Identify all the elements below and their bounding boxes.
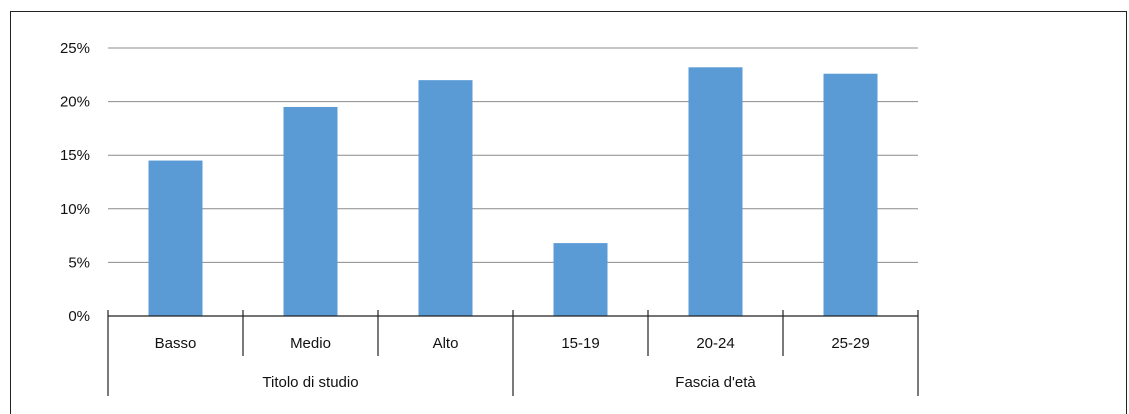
y-tick-label: 20% [60, 94, 90, 111]
y-tick-label: 5% [68, 254, 90, 271]
x-category-label: 20-24 [696, 335, 734, 352]
bar [553, 243, 608, 316]
y-tick-label: 25% [60, 40, 90, 57]
x-category-label: Alto [433, 335, 459, 352]
chart-frame [10, 11, 1127, 414]
bar [418, 80, 473, 316]
bars [148, 67, 878, 317]
x-category-label: Basso [155, 335, 197, 352]
x-group-label: Titolo di studio [262, 374, 358, 391]
x-category-label: Medio [290, 335, 331, 352]
y-tick-label: 0% [68, 308, 90, 325]
bar [283, 106, 338, 317]
gridlines [108, 47, 918, 263]
bar [688, 67, 743, 317]
x-category-label: 15-19 [561, 335, 599, 352]
x-axis [107, 310, 919, 396]
bar [148, 160, 203, 316]
y-axis-ticks: 0% 5% 10% 15% 20% 25% [60, 40, 90, 325]
x-category-label: 25-29 [831, 335, 869, 352]
bar [823, 73, 878, 316]
x-group-label: Fascia d'età [675, 374, 756, 391]
y-tick-label: 10% [60, 201, 90, 218]
x-category-labels: Basso Medio Alto 15-19 20-24 25-29 [155, 335, 870, 352]
x-group-labels: Titolo di studio Fascia d'età [262, 374, 756, 391]
y-tick-label: 15% [60, 147, 90, 164]
